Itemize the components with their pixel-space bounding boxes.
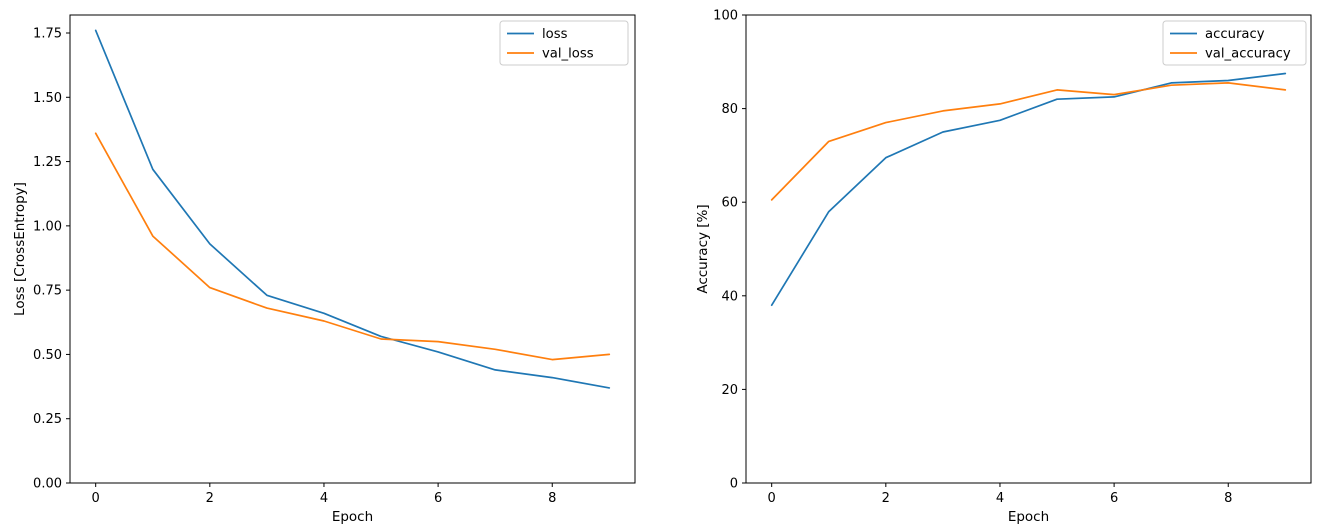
y-tick-label: 0.75	[33, 284, 62, 299]
legend-box	[499, 20, 629, 66]
legend: loss val_loss	[499, 20, 629, 66]
y-tick-label: 20	[721, 383, 738, 398]
legend-label-loss: loss	[542, 27, 568, 42]
x-axis-label: Epoch	[332, 509, 373, 525]
y-tick-label: 1.50	[33, 91, 62, 106]
y-tick-label: 1.75	[33, 27, 62, 42]
legend: accuracy val_accuracy	[1162, 20, 1307, 66]
legend-entry: loss	[507, 27, 568, 42]
x-tick-label: 6	[1110, 491, 1118, 506]
y-tick-label: 1.00	[33, 219, 62, 234]
y-tick-label: 0	[730, 477, 738, 492]
y-tick-label: 0.50	[33, 348, 62, 363]
legend-entry: val_accuracy	[1170, 47, 1291, 62]
x-tick-label: 6	[434, 491, 442, 506]
y-tick-label: 100	[713, 9, 738, 24]
x-tick-label: 8	[1224, 491, 1232, 506]
axes-box	[69, 14, 636, 484]
x-tick-label: 0	[92, 491, 100, 506]
y-tick-label: 0.25	[33, 412, 62, 427]
y-tick-label: 80	[721, 102, 738, 117]
legend-entry: val_loss	[507, 47, 594, 62]
x-axis-label: Epoch	[1008, 509, 1049, 525]
loss-chart: 0 2 4 6 8 0.00 0.25 0.50 0.75 1.00 1.25 1.50 1.75 Epo…	[12, 14, 636, 525]
x-tick-label: 2	[882, 491, 890, 506]
series-line-accuracy	[770, 72, 1287, 307]
y-axis-label: Loss [CrossEntropy]	[12, 182, 28, 316]
x-tick-label: 8	[548, 491, 556, 506]
y-tick-label: 60	[721, 196, 738, 211]
x-tick-label: 4	[320, 491, 328, 506]
legend-label-accuracy: accuracy	[1205, 27, 1265, 42]
y-tick-label: 0.00	[33, 477, 62, 492]
series-line-val_loss	[94, 132, 611, 361]
series-line-loss	[94, 29, 611, 389]
legend-box	[1162, 20, 1307, 66]
y-tick-label: 1.25	[33, 155, 62, 170]
y-tick-label: 40	[721, 289, 738, 304]
x-tick-label: 0	[768, 491, 776, 506]
legend-label-val_accuracy: val_accuracy	[1205, 47, 1291, 62]
x-tick-label: 4	[996, 491, 1004, 506]
series-line-val_accuracy	[770, 82, 1287, 201]
legend-label-val_loss: val_loss	[542, 47, 594, 62]
legend-entry: accuracy	[1170, 27, 1265, 42]
x-tick-label: 2	[206, 491, 214, 506]
axes-box	[745, 14, 1312, 484]
y-axis-label: Accuracy [%]	[695, 204, 711, 293]
